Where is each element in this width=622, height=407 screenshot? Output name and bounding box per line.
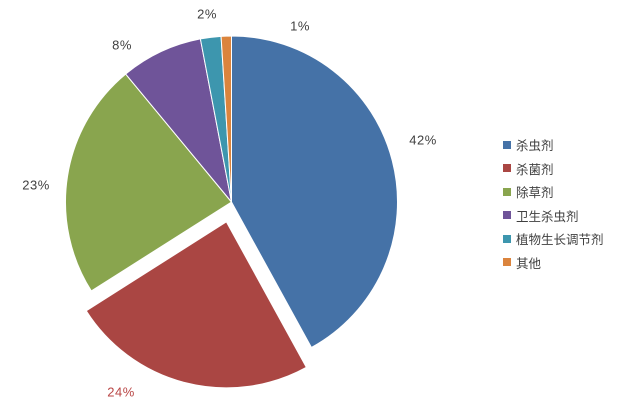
pie-data-label-0: 42%: [409, 132, 437, 148]
legend-item-label: 其他: [516, 256, 542, 271]
legend-marker-icon: [503, 164, 511, 173]
legend-item-3: 卫生杀虫剂: [503, 209, 604, 224]
legend-item-1: 杀菌剂: [503, 162, 604, 177]
pie-data-label-4: 2%: [197, 6, 217, 22]
pie-data-label-5: 1%: [290, 18, 310, 34]
pie-slice-5: [220, 35, 232, 203]
legend-marker-icon: [503, 258, 511, 267]
legend-item-label: 卫生杀虫剂: [516, 209, 579, 224]
pie-slice-1: [85, 221, 307, 389]
legend-item-5: 其他: [503, 256, 604, 271]
legend-marker-icon: [503, 234, 511, 243]
legend-item-label: 除草剂: [516, 186, 554, 201]
legend: 杀虫剂杀菌剂除草剂卫生杀虫剂植物生长调节剂 其他: [503, 138, 604, 280]
pie-data-label-1: 24%: [107, 384, 135, 400]
legend-marker-icon: [503, 140, 511, 149]
pie-data-label-2: 23%: [22, 177, 50, 193]
legend-item-2: 除草剂: [503, 185, 604, 201]
pie-data-label-3: 8%: [112, 37, 132, 53]
legend-item-0: 杀虫剂: [503, 138, 604, 153]
legend-marker-icon: [503, 211, 511, 220]
pie-slice-0: [231, 35, 398, 348]
legend-item-label: 杀菌剂: [516, 162, 554, 177]
legend-marker-icon: [503, 187, 511, 196]
legend-item-label: 杀虫剂: [516, 139, 554, 153]
legend-item-4: 植物生长调节剂: [503, 232, 604, 248]
pie-slice-2: [65, 73, 232, 292]
legend-item-label: 植物生长调节剂: [516, 233, 604, 248]
